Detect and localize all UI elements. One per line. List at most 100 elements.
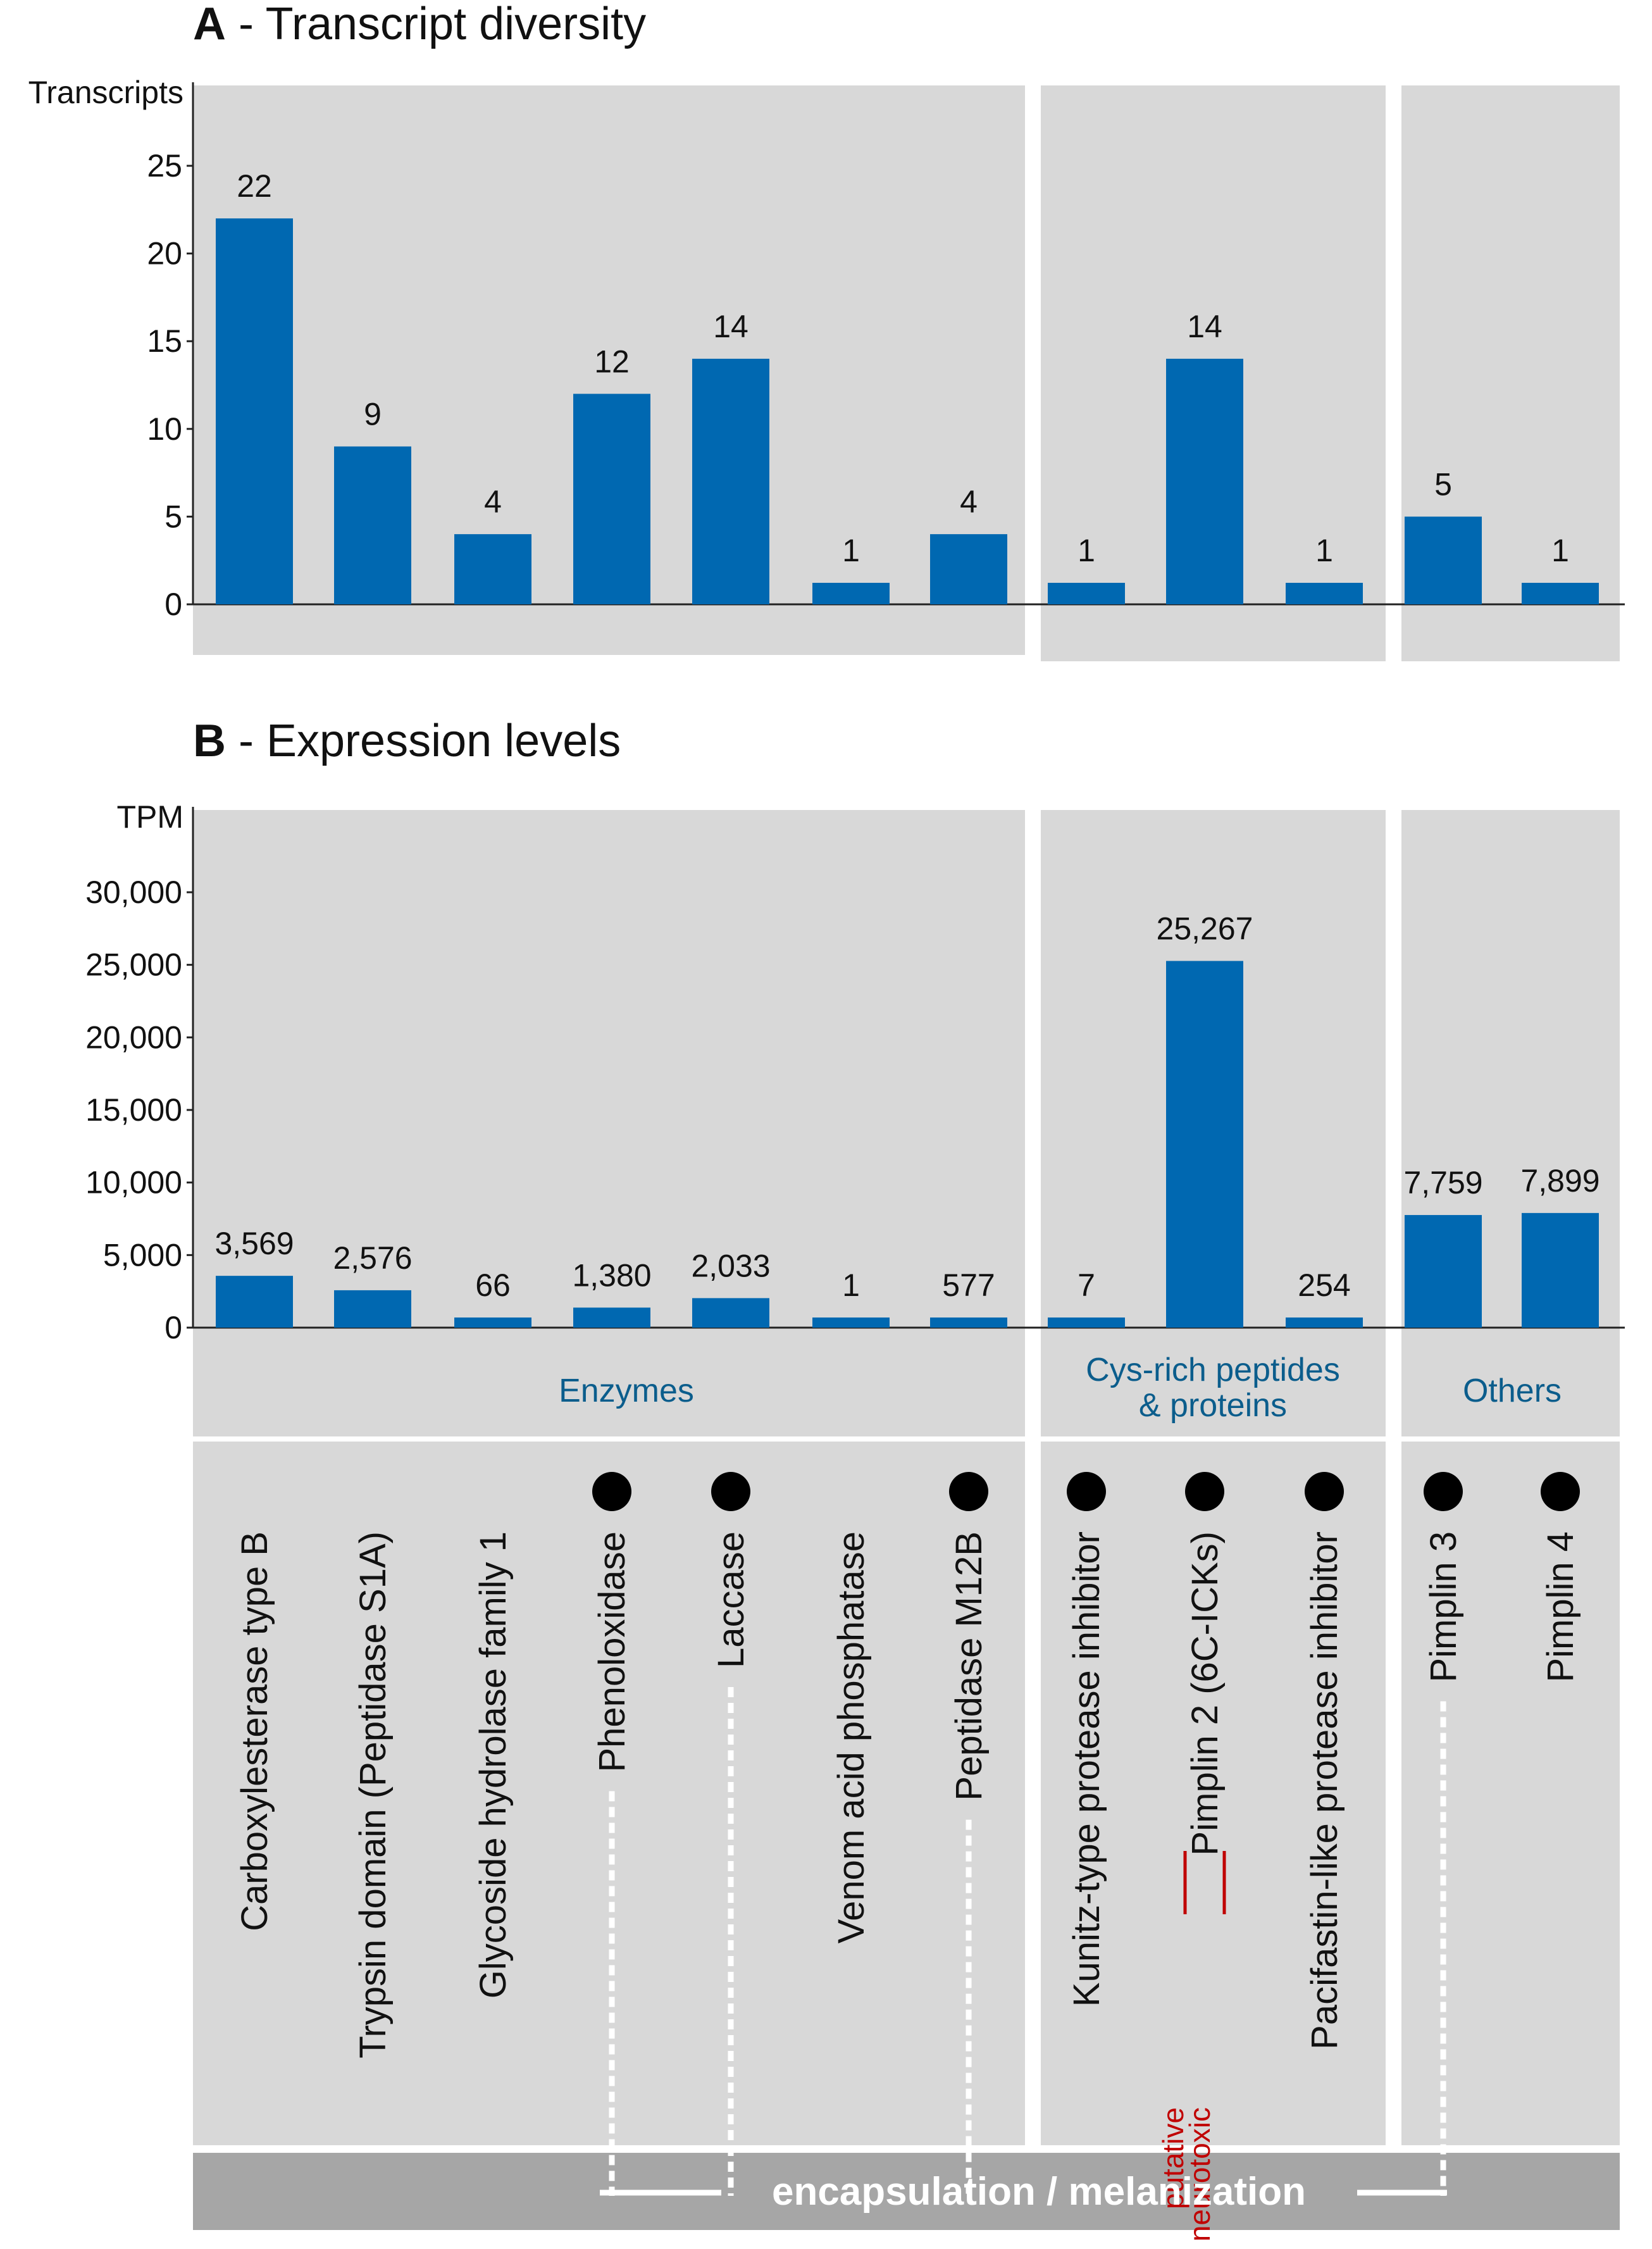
y-tick-label: 20 — [147, 236, 182, 271]
data-label: 4 — [484, 484, 502, 520]
data-label: 7 — [1078, 1268, 1095, 1303]
bar — [1286, 1318, 1363, 1328]
y-tick-label: 30,000 — [85, 875, 182, 910]
y-tick-label: 15 — [147, 323, 182, 359]
data-label: 66 — [475, 1268, 511, 1303]
bar — [1048, 1318, 1125, 1328]
encapsulation-label: encapsulation / melanization — [772, 2170, 1306, 2214]
panel-letter: A — [193, 0, 226, 49]
bar — [930, 1318, 1007, 1328]
y-axis-label: Transcripts — [28, 75, 183, 110]
bar — [1405, 1215, 1482, 1328]
y-tick-label: 15,000 — [85, 1092, 182, 1128]
y-tick-label: 5 — [165, 499, 182, 534]
panel-bg-b — [193, 810, 1025, 1436]
data-label: 1 — [842, 1268, 860, 1303]
bar — [334, 1290, 411, 1328]
category-label: Pimplin 3 — [1423, 1531, 1464, 1683]
panel-bg-b — [1401, 810, 1620, 1436]
chart-b: B - Expression levels TPM 0 5,000 10,000 15,0… — [85, 716, 1625, 1345]
data-label: 22 — [237, 168, 272, 204]
panel-bg-labels — [1041, 1442, 1386, 2145]
category-label: Peptidase M12B — [948, 1531, 990, 1801]
y-tick-label: 5,000 — [103, 1237, 182, 1273]
bar — [812, 583, 890, 604]
data-label: 9 — [364, 397, 382, 432]
data-label: 14 — [713, 309, 748, 344]
bar — [1048, 583, 1125, 604]
y-tick-label: 0 — [165, 587, 182, 622]
data-label: 1 — [1551, 533, 1569, 568]
marker-dot-icon — [1424, 1472, 1463, 1511]
bar — [573, 1307, 650, 1328]
category-label: Carboxylesterase type B — [234, 1531, 275, 1931]
neurotoxic-note-line: neurotoxic — [1183, 2107, 1216, 2241]
group-label-line: Cys-rich peptides — [1086, 1352, 1340, 1388]
category-label: Phenoloxidase — [592, 1531, 633, 1772]
panel-backgrounds — [193, 85, 1620, 2230]
chart-title: A - Transcript diversity — [193, 0, 646, 49]
category-label: Pacifastin-like protease inhibitor — [1304, 1531, 1345, 2050]
neurotoxic-note: putativeneurotoxic — [1157, 2107, 1216, 2241]
y-tick-label: 25,000 — [85, 947, 182, 983]
bar — [1522, 583, 1599, 604]
y-tick-label: 10 — [147, 411, 182, 447]
marker-dot-icon — [1067, 1472, 1106, 1511]
bar — [216, 1276, 293, 1328]
chart-title-text: - Expression levels — [226, 716, 621, 766]
data-label: 254 — [1298, 1268, 1350, 1303]
data-label: 1 — [842, 533, 860, 568]
marker-dot-icon — [1185, 1472, 1224, 1511]
data-label: 1,380 — [572, 1257, 651, 1293]
data-label: 3,569 — [214, 1226, 294, 1261]
bar — [1166, 358, 1243, 604]
data-label: 2,033 — [691, 1248, 770, 1283]
chart-title-text: - Transcript diversity — [226, 0, 646, 49]
category-label: Glycoside hydrolase family 1 — [473, 1531, 514, 1998]
data-label: 1 — [1078, 533, 1095, 568]
panel-bg-labels — [1401, 1442, 1620, 2145]
marker-dot-icon — [1305, 1472, 1344, 1511]
group-label-line: Enzymes — [559, 1373, 694, 1409]
bar — [692, 358, 769, 604]
bar — [454, 534, 531, 604]
data-label: 7,899 — [1520, 1163, 1599, 1199]
data-label: 5 — [1434, 466, 1452, 502]
group-label: Others — [1463, 1373, 1562, 1409]
data-label: 2,576 — [333, 1240, 412, 1276]
marker-dot-icon — [949, 1472, 988, 1511]
group-label-line: & proteins — [1139, 1387, 1287, 1424]
bar — [930, 534, 1007, 604]
chart-a: A - Transcript diversity Transcripts 0 5 10 1… — [28, 0, 1625, 622]
chart-title: B - Expression levels — [193, 716, 621, 766]
y-tick-label: 20,000 — [85, 1019, 182, 1055]
marker-dot-icon — [592, 1472, 631, 1511]
data-label: 12 — [594, 344, 630, 379]
category-label: Laccase — [711, 1531, 752, 1668]
bar — [1522, 1212, 1599, 1328]
bar — [1166, 961, 1243, 1328]
category-label: Pimplin 4 — [1540, 1531, 1581, 1683]
y-tick-label: 10,000 — [85, 1165, 182, 1200]
group-label-line: Others — [1463, 1373, 1562, 1409]
panel-letter: B — [193, 716, 226, 766]
data-label: 14 — [1187, 309, 1222, 344]
category-label: Pimplin 2 (6C-ICKs) — [1184, 1531, 1226, 1855]
y-tick-label: 0 — [165, 1310, 182, 1345]
data-label: 25,267 — [1157, 911, 1253, 947]
y-axis-label: TPM — [116, 799, 183, 835]
data-label: 7,759 — [1403, 1165, 1482, 1200]
marker-dot-icon — [1541, 1472, 1580, 1511]
category-label: Kunitz-type protease inhibitor — [1066, 1531, 1107, 2007]
category-label: Trypsin domain (Peptidase S1A) — [352, 1531, 394, 2059]
bar — [334, 446, 411, 604]
bar — [812, 1318, 890, 1328]
bar — [216, 218, 293, 604]
bar — [573, 394, 650, 604]
category-labels: Enzymes Cys-rich peptides & proteins Others… — [234, 1352, 1581, 2241]
encapsulation-bar: encapsulation / melanization — [600, 1687, 1447, 2214]
data-label: 577 — [942, 1268, 995, 1303]
bar — [454, 1318, 531, 1328]
y-tick-label: 25 — [147, 148, 182, 184]
